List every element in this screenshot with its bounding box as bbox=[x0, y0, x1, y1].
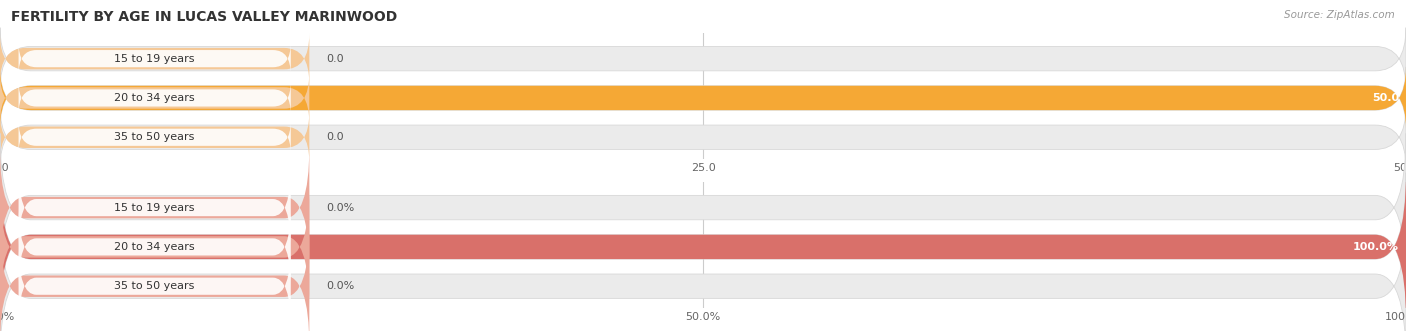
FancyBboxPatch shape bbox=[18, 245, 291, 327]
FancyBboxPatch shape bbox=[0, 34, 309, 83]
FancyBboxPatch shape bbox=[0, 27, 1406, 90]
FancyBboxPatch shape bbox=[18, 42, 291, 75]
Text: 0.0: 0.0 bbox=[326, 132, 344, 142]
Text: 15 to 19 years: 15 to 19 years bbox=[114, 54, 195, 64]
FancyBboxPatch shape bbox=[0, 73, 309, 122]
FancyBboxPatch shape bbox=[0, 106, 1406, 168]
Text: 15 to 19 years: 15 to 19 years bbox=[114, 203, 195, 213]
FancyBboxPatch shape bbox=[0, 173, 1406, 321]
FancyBboxPatch shape bbox=[18, 82, 291, 114]
FancyBboxPatch shape bbox=[0, 113, 309, 162]
Text: 35 to 50 years: 35 to 50 years bbox=[114, 132, 195, 142]
FancyBboxPatch shape bbox=[18, 206, 291, 288]
FancyBboxPatch shape bbox=[0, 148, 309, 268]
FancyBboxPatch shape bbox=[18, 166, 291, 249]
FancyBboxPatch shape bbox=[18, 121, 291, 154]
Text: 100.0%: 100.0% bbox=[1353, 242, 1399, 252]
FancyBboxPatch shape bbox=[0, 187, 309, 307]
Text: 0.0%: 0.0% bbox=[326, 281, 354, 291]
Text: FERTILITY BY AGE IN LUCAS VALLEY MARINWOOD: FERTILITY BY AGE IN LUCAS VALLEY MARINWO… bbox=[11, 10, 398, 24]
Text: 20 to 34 years: 20 to 34 years bbox=[114, 242, 195, 252]
FancyBboxPatch shape bbox=[0, 67, 1406, 129]
FancyBboxPatch shape bbox=[0, 67, 1406, 129]
Text: 0.0%: 0.0% bbox=[326, 203, 354, 213]
Text: 20 to 34 years: 20 to 34 years bbox=[114, 93, 195, 103]
Text: Source: ZipAtlas.com: Source: ZipAtlas.com bbox=[1284, 10, 1395, 20]
FancyBboxPatch shape bbox=[0, 133, 1406, 282]
Text: 0.0: 0.0 bbox=[326, 54, 344, 64]
Text: 50.0: 50.0 bbox=[1372, 93, 1399, 103]
Text: 35 to 50 years: 35 to 50 years bbox=[114, 281, 195, 291]
FancyBboxPatch shape bbox=[0, 212, 1406, 331]
FancyBboxPatch shape bbox=[0, 173, 1406, 321]
FancyBboxPatch shape bbox=[0, 226, 309, 331]
